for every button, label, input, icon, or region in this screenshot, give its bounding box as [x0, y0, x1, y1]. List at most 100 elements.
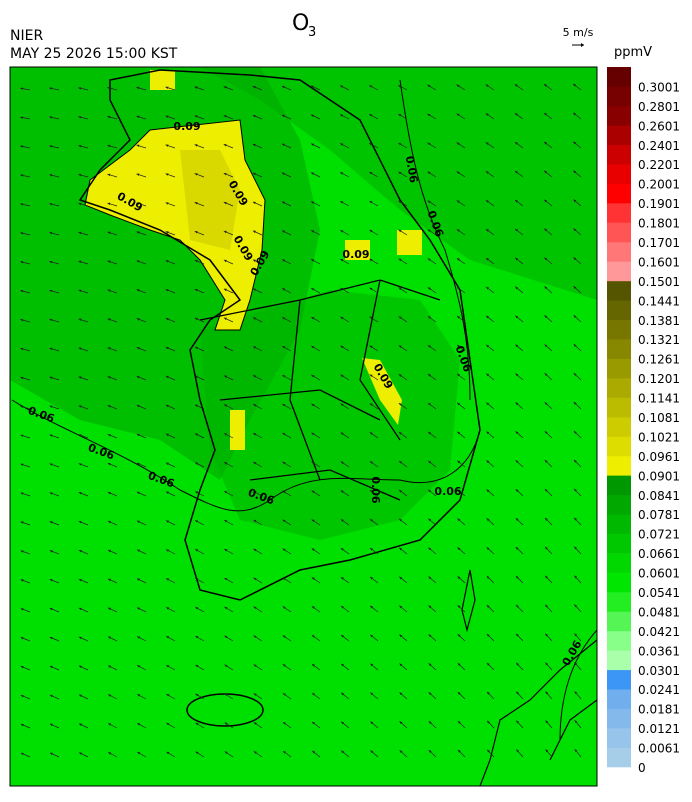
wind-arrowhead [340, 490, 344, 493]
wind-arrowhead [195, 578, 199, 581]
wind-arrowhead [311, 288, 315, 291]
wind-arrowhead [574, 749, 578, 753]
wind-arrowhead [78, 405, 82, 408]
wind-arrowhead [281, 172, 285, 176]
wind-arrowhead [399, 663, 403, 667]
colorbar-swatch [607, 222, 631, 243]
wind-arrowhead [137, 636, 141, 639]
wind-arrowhead [253, 375, 257, 378]
wind-arrowhead [573, 170, 577, 174]
wind-arrowhead [515, 199, 518, 203]
wind-arrowhead [49, 405, 53, 408]
contour-label: 0.09 [173, 120, 200, 133]
wind-arrowhead [545, 691, 549, 695]
wind-arrowhead [428, 750, 432, 753]
wind-arrowhead [78, 636, 82, 640]
wind-arrowhead [486, 286, 490, 290]
wind-arrowhead [311, 317, 315, 320]
wind-arrowhead [516, 720, 520, 724]
wind-arrowhead [137, 694, 141, 697]
coastline [78, 69, 481, 601]
wind-arrowhead [195, 664, 199, 668]
wind-arrowhead [20, 608, 24, 611]
wind-arrowhead [252, 143, 256, 147]
wind-arrowhead [428, 489, 432, 493]
wind-arrowhead [515, 547, 519, 550]
title-subscript: 3 [308, 25, 316, 40]
wind-arrowhead [166, 520, 170, 523]
wind-arrowhead [573, 286, 577, 290]
wind-arrowhead [194, 86, 198, 89]
wind-arrowhead [398, 287, 402, 291]
wind-arrowhead [398, 432, 402, 435]
wind-arrowhead [78, 665, 82, 669]
region-high [10, 67, 597, 300]
wind-arrowhead [49, 636, 53, 640]
contour-label: 0.06 [434, 485, 461, 498]
wind-arrowhead [195, 462, 199, 465]
wind-arrowhead [78, 376, 82, 379]
contour-label: 0.06 [369, 476, 382, 503]
wind-arrowhead [20, 723, 24, 727]
wind-arrowhead [573, 373, 577, 376]
wind-arrowhead [136, 115, 140, 119]
wind-arrowhead [369, 258, 373, 262]
wind-arrowhead [544, 112, 547, 116]
wind-arrowhead [195, 607, 199, 610]
wind-arrowhead [165, 115, 169, 118]
wind-arrowhead [427, 258, 431, 261]
colorbar-label: 0.0121 [638, 722, 680, 736]
wind-arrowhead [515, 460, 519, 464]
wind-arrowhead [49, 521, 53, 524]
colorbar-label: 0.1801 [638, 217, 680, 231]
wind-arrowhead [253, 404, 257, 407]
wind-arrowhead [456, 258, 460, 261]
wind-arrowhead [282, 548, 286, 552]
wind-arrowhead [545, 546, 548, 550]
wind-arrowhead [369, 85, 373, 88]
wind-arrowhead [107, 434, 111, 437]
wind-arrowhead [398, 171, 402, 175]
wind-arrowhead [311, 519, 315, 523]
colorbar-swatch [607, 650, 631, 671]
wind-arrowhead [427, 171, 431, 175]
wind-arrowhead [136, 376, 140, 379]
wind-arrowhead [573, 430, 577, 434]
wind-arrowhead [456, 113, 460, 117]
wind-arrowhead [20, 434, 24, 438]
wind-arrowhead [107, 376, 111, 379]
wind-arrowhead [486, 633, 490, 637]
wind-arrowhead [515, 344, 519, 348]
wind-arrowhead [194, 173, 198, 176]
wind-arrowhead [107, 578, 111, 582]
wind-arrowhead [282, 519, 286, 523]
wind-arrowhead [252, 86, 256, 89]
wind-arrowhead [457, 344, 460, 348]
wind-arrowhead [224, 549, 228, 552]
colorbar-swatch [607, 708, 631, 729]
wind-arrowhead [107, 463, 111, 466]
wind-arrowhead [428, 402, 431, 406]
wind-arrowhead [253, 288, 257, 291]
wind-arrowhead [369, 374, 373, 378]
wind-arrowhead [427, 316, 431, 319]
colorbar-swatch [607, 572, 631, 593]
wind-arrowhead [107, 115, 111, 119]
wind-arrowhead [224, 433, 228, 436]
wind-arrowhead [428, 460, 432, 464]
wind-arrowhead [398, 200, 402, 204]
wind-arrowhead [544, 257, 548, 261]
wind-arrowhead [370, 750, 374, 754]
wind-arrowhead [485, 113, 489, 116]
wind-arrowhead [515, 228, 519, 232]
wind-arrowhead [107, 549, 111, 553]
wind-arrowhead [223, 115, 227, 118]
wind-arrowhead [486, 373, 490, 377]
wind-arrowhead [253, 664, 257, 668]
wind-arrowhead [282, 577, 286, 581]
exceedance-area [150, 70, 422, 450]
wind-arrowhead [165, 346, 169, 350]
wind-arrowhead [137, 723, 141, 726]
colorbar-swatch [607, 358, 631, 379]
wind-arrowhead [253, 577, 257, 581]
